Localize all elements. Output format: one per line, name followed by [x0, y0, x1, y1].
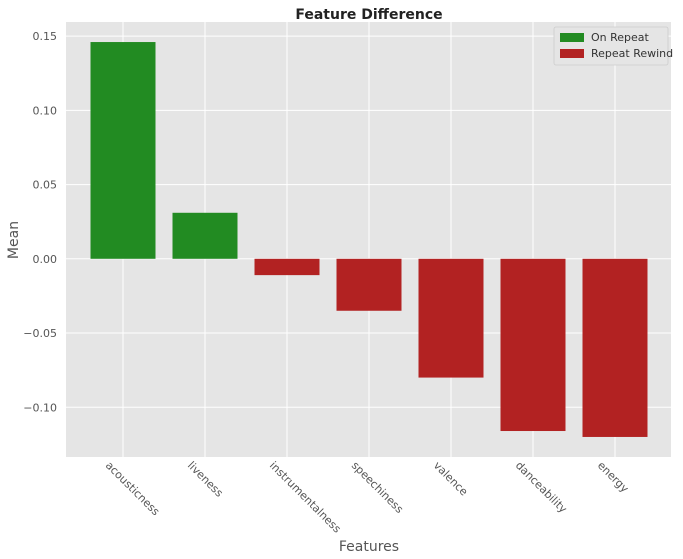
y-axis-title: Mean	[6, 221, 22, 259]
bar-liveness	[172, 212, 238, 259]
legend-label-on-repeat: On Repeat	[591, 31, 650, 44]
bars	[90, 42, 648, 437]
y-tick-labels: 0.15 0.10 0.05 0.00 −0.05 −0.10	[23, 30, 57, 414]
x-tick-label-acousticness: acousticness	[103, 459, 162, 518]
x-tick-label-instrumentalness: instrumentalness	[267, 459, 344, 536]
y-tick-label: 0.15	[33, 30, 58, 43]
bar-acousticness	[90, 42, 156, 259]
bar-instrumentalness	[254, 258, 320, 276]
y-tick-label: −0.05	[23, 327, 57, 340]
y-tick-label: 0.10	[33, 104, 58, 117]
legend-swatch-repeat-rewind	[560, 49, 584, 58]
chart-title: Feature Difference	[295, 7, 442, 23]
bar-valence	[418, 258, 484, 378]
x-tick-label-energy: energy	[595, 459, 632, 496]
legend: On Repeat Repeat Rewind	[553, 26, 673, 66]
x-tick-label-speechiness: speechiness	[349, 459, 406, 516]
bar-energy	[582, 258, 648, 437]
x-tick-label-liveness: liveness	[185, 459, 226, 500]
y-tick-label: 0.00	[33, 253, 58, 266]
y-tick-label: −0.10	[23, 401, 57, 414]
x-tick-labels: acousticness liveness instrumentalness spee…	[103, 459, 632, 536]
x-tick-label-danceability: danceability	[513, 459, 570, 516]
x-axis-title: Features	[339, 539, 399, 555]
x-tick-label-valence: valence	[431, 459, 471, 499]
legend-swatch-on-repeat	[560, 33, 584, 42]
bar-speechiness	[336, 258, 402, 311]
legend-label-repeat-rewind: Repeat Rewind	[591, 47, 673, 60]
y-tick-label: 0.05	[33, 179, 58, 192]
grid-lines	[66, 22, 671, 457]
bar-danceability	[500, 258, 566, 432]
